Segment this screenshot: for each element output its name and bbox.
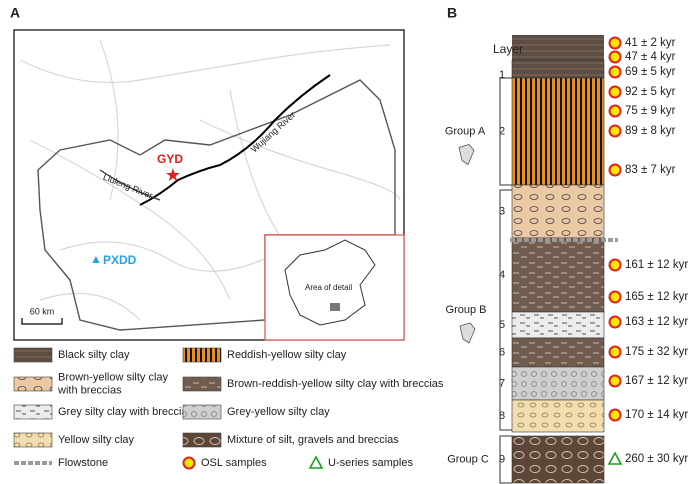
layer: [512, 35, 604, 60]
legend-label: Grey-yellow silty clay: [227, 406, 330, 418]
age-label: 163 ± 12 kyr: [625, 316, 688, 328]
layer-number: 5: [499, 319, 505, 331]
osl-marker: [608, 104, 622, 118]
layer-number: 9: [499, 453, 505, 465]
legend-swatch: [182, 347, 222, 363]
layer: [511, 237, 605, 313]
legend-label: Reddish-yellow silty clay: [227, 349, 347, 361]
stone-icon: [458, 144, 475, 166]
inset-label: Area of detail: [305, 283, 352, 292]
layer-number: 7: [499, 377, 505, 389]
age-label: 170 ± 14 kyr: [625, 409, 688, 421]
layer: [511, 337, 605, 368]
group-bracket: [499, 77, 512, 186]
age-label: 161 ± 12 kyr: [625, 259, 688, 271]
age-label: 83 ± 7 kyr: [625, 164, 676, 176]
legend-swatch: [182, 404, 222, 420]
osl-marker: [608, 163, 622, 177]
province-boundary: [37, 79, 396, 331]
age-label: 89 ± 8 kyr: [625, 125, 676, 137]
stone-icon: [459, 322, 476, 344]
legend: Black silty clay Reddish-yellow silty cla…: [13, 347, 444, 470]
inset-china: [284, 239, 376, 326]
legend-swatch: [13, 347, 53, 363]
legend-label: OSL samples: [201, 457, 267, 469]
legend-label: Mixture of silt, gravels and breccias: [227, 434, 399, 446]
legend-label: Yellow silty clay: [58, 434, 135, 446]
wujiang-river: [139, 74, 331, 206]
inset-area: [330, 303, 340, 311]
age-label: 175 ± 32 kyr: [625, 346, 688, 358]
gyd-star: ★: [165, 165, 181, 185]
age-label: 75 ± 9 kyr: [625, 105, 676, 117]
group-label: Group C: [447, 453, 489, 465]
osl-marker: [608, 258, 622, 272]
column-title: Layer: [493, 42, 523, 56]
age-label: 167 ± 12 kyr: [625, 375, 688, 387]
group-bracket: [499, 435, 512, 484]
layer-number: 6: [499, 346, 505, 358]
legend-label: U-series samples: [328, 457, 413, 469]
group-label: Group A: [445, 125, 486, 137]
age-label: 69 ± 5 kyr: [625, 66, 676, 78]
layer-number: 4: [499, 269, 505, 281]
layer: [511, 435, 605, 484]
osl-marker: [608, 36, 622, 50]
legend-label: Brown-yellow silty clay: [58, 371, 169, 383]
osl-marker: [608, 315, 622, 329]
scale-label: 60 km: [30, 306, 55, 316]
legend-label: Black silty clay: [58, 349, 130, 361]
osl-marker: [608, 50, 622, 64]
layer: [511, 59, 605, 79]
age-label: 92 ± 5 kyr: [625, 86, 676, 98]
layer: [511, 184, 605, 239]
group-bracket: [499, 189, 512, 431]
osl-marker: [608, 65, 622, 79]
osl-marker: [608, 408, 622, 422]
layer-number: 2: [499, 125, 505, 137]
group-label: Group B: [446, 304, 487, 316]
stratigraphic-column: 1 2 3 4 5 6 7 8 9 Layer Group A Group B Group C 41 ± …: [445, 35, 688, 484]
layer-number: 3: [499, 205, 505, 217]
legend-swatch: [182, 456, 196, 470]
legend-swatch: [13, 376, 53, 392]
u-series-marker: [607, 451, 623, 465]
osl-marker: [608, 345, 622, 359]
layer: [511, 366, 605, 401]
age-label: 41 ± 2 kyr: [625, 37, 676, 49]
legend-swatch: [13, 432, 53, 448]
osl-marker: [608, 124, 622, 138]
panel-label: A: [10, 5, 20, 21]
liuleng-river: [99, 169, 161, 201]
legend-label: Flowstone: [58, 457, 108, 469]
layer-number: 8: [499, 410, 505, 422]
osl-marker: [608, 374, 622, 388]
legend-label: Grey silty clay with breccias: [58, 406, 194, 418]
layer: [511, 399, 605, 433]
legend-swatch: [13, 404, 53, 420]
age-label: 165 ± 12 kyr: [625, 291, 688, 303]
layer: [511, 311, 605, 339]
age-label: 260 ± 30 kyr: [625, 453, 688, 465]
layer-number: 1: [499, 69, 505, 81]
site-label: PXDD: [103, 253, 137, 267]
panel-label: B: [447, 5, 457, 21]
osl-marker: [608, 290, 622, 304]
age-label: 47 ± 4 kyr: [625, 51, 676, 63]
layer: [511, 77, 605, 186]
scale-bar: [21, 318, 63, 325]
site-label: GYD: [157, 152, 183, 166]
legend-swatch: [308, 455, 324, 469]
legend-swatch: [182, 376, 222, 392]
pxdd-marker: ▲: [90, 252, 102, 266]
legend-label: with breccias: [57, 384, 122, 396]
legend-swatch: [182, 432, 222, 448]
legend-label: Brown-reddish-yellow silty clay with bre…: [227, 378, 444, 390]
osl-marker: [608, 85, 622, 99]
